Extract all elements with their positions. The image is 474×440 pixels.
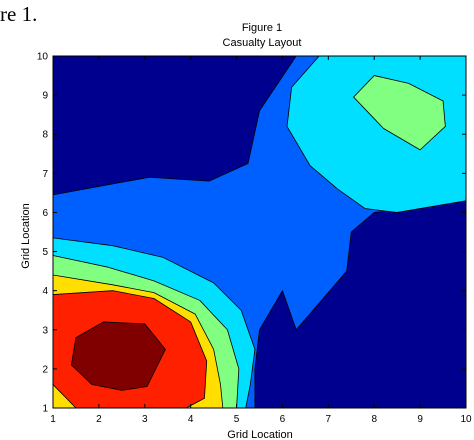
contour-regions: [52, 55, 467, 409]
x-tick-label: 9: [417, 414, 423, 425]
y-tick-label: 8: [42, 130, 48, 141]
x-tick-label: 7: [326, 414, 332, 425]
x-tick-label: 10: [460, 414, 472, 425]
x-tick-label: 8: [371, 414, 377, 425]
y-axis-title: Grid Location: [20, 203, 32, 268]
x-tick-label: 5: [234, 414, 240, 425]
y-axis: 1 2 3 4 5 6 7 8 9 10: [37, 52, 466, 415]
x-tick-label: 1: [50, 414, 56, 425]
page-caption: re 1.: [0, 2, 38, 26]
y-tick-label: 7: [42, 169, 48, 180]
y-tick-label: 6: [42, 208, 48, 219]
x-tick-label: 2: [96, 414, 102, 425]
y-tick-label: 10: [37, 52, 49, 63]
plot-frame: [52, 55, 467, 409]
x-tick-label: 6: [280, 414, 286, 425]
chart-title: Figure 1: [242, 22, 282, 34]
y-tick-label: 4: [42, 286, 48, 297]
x-tick-label: 3: [142, 414, 148, 425]
x-tick-label: 4: [188, 414, 194, 425]
x-axis: 1 2 3 4 5 6 7 8 9 10: [50, 56, 472, 425]
x-axis-title: Grid Location: [227, 429, 292, 440]
contour-region-right-green-peak: [353, 75, 446, 151]
y-tick-label: 9: [42, 91, 48, 102]
y-tick-label: 2: [42, 364, 48, 375]
y-tick-label: 3: [42, 325, 48, 336]
y-tick-label: 1: [42, 404, 48, 415]
contour-region-left-darkred-peak: [70, 321, 166, 391]
y-tick-label: 5: [42, 247, 48, 258]
chart-subtitle: Casualty Layout: [223, 37, 302, 49]
